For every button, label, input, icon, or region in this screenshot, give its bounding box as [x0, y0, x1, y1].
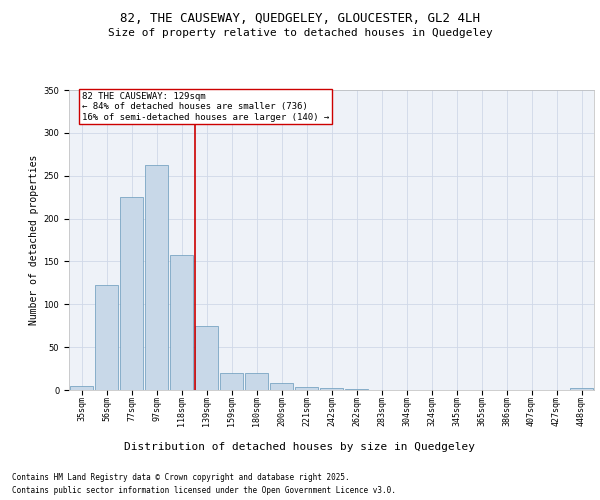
Bar	[95, 286, 118, 390]
Bar	[220, 373, 244, 390]
Text: Size of property relative to detached houses in Quedgeley: Size of property relative to detached ho…	[107, 28, 493, 38]
Bar	[194, 326, 218, 390]
Text: 82 THE CAUSEWAY: 129sqm
← 84% of detached houses are smaller (736)
16% of semi-d: 82 THE CAUSEWAY: 129sqm ← 84% of detache…	[82, 92, 329, 122]
Text: 82, THE CAUSEWAY, QUEDGELEY, GLOUCESTER, GL2 4LH: 82, THE CAUSEWAY, QUEDGELEY, GLOUCESTER,…	[120, 12, 480, 26]
Bar	[145, 166, 169, 390]
Bar	[320, 388, 343, 390]
Bar	[70, 386, 94, 390]
Bar	[119, 197, 143, 390]
Bar	[245, 373, 268, 390]
Bar	[170, 256, 193, 390]
Bar	[295, 386, 319, 390]
Text: Distribution of detached houses by size in Quedgeley: Distribution of detached houses by size …	[125, 442, 476, 452]
Text: Contains public sector information licensed under the Open Government Licence v3: Contains public sector information licen…	[12, 486, 396, 495]
Y-axis label: Number of detached properties: Number of detached properties	[29, 155, 39, 325]
Text: Contains HM Land Registry data © Crown copyright and database right 2025.: Contains HM Land Registry data © Crown c…	[12, 472, 350, 482]
Bar	[269, 383, 293, 390]
Bar	[569, 388, 593, 390]
Bar	[344, 389, 368, 390]
